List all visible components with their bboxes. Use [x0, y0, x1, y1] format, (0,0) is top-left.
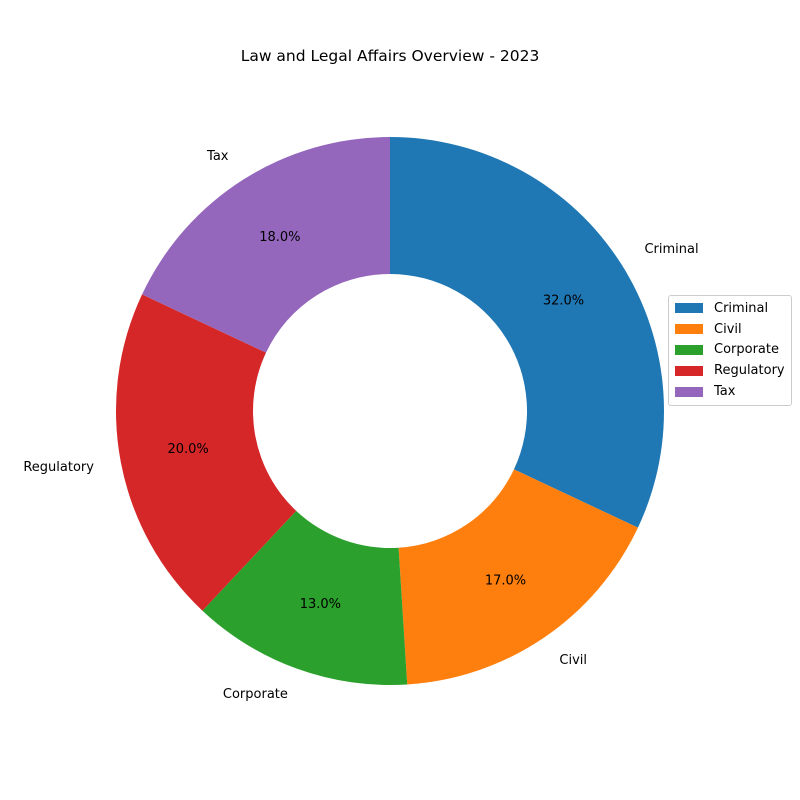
legend-swatch-regulatory [675, 365, 703, 376]
percent-label-regulatory: 20.0% [167, 442, 208, 457]
slice-regulatory [116, 294, 297, 611]
category-label-corporate: Corporate [223, 687, 288, 702]
legend-item-corporate: Corporate [675, 340, 787, 361]
percent-label-criminal: 32.0% [543, 293, 584, 308]
legend-label-tax: Tax [714, 384, 736, 400]
legend-swatch-corporate [675, 344, 703, 355]
category-labels-group: Criminal Civil Corporate Regulatory Tax [23, 149, 698, 702]
category-label-civil: Civil [559, 653, 587, 668]
category-label-tax: Tax [206, 149, 229, 164]
legend-label-criminal: Criminal [714, 300, 769, 316]
legend-item-civil: Civil [675, 319, 787, 340]
legend-item-criminal: Criminal [675, 298, 787, 319]
legend: Criminal Civil Corporate Regulatory Tax [668, 295, 792, 406]
chart-title: Law and Legal Affairs Overview - 2023 [241, 47, 540, 65]
legend-swatch-civil [675, 324, 703, 335]
slice-corporate [202, 510, 408, 685]
category-label-regulatory: Regulatory [23, 460, 94, 475]
slice-criminal [390, 137, 664, 528]
category-label-criminal: Criminal [644, 242, 698, 257]
legend-label-regulatory: Regulatory [714, 363, 785, 379]
legend-label-corporate: Corporate [714, 342, 779, 358]
slice-tax [142, 137, 390, 353]
legend-item-regulatory: Regulatory [675, 360, 787, 381]
legend-item-tax: Tax [675, 381, 787, 402]
percent-label-civil: 17.0% [485, 573, 526, 588]
legend-items: Criminal Civil Corporate Regulatory Tax [675, 298, 787, 402]
percent-label-corporate: 13.0% [300, 597, 341, 612]
legend-swatch-criminal [675, 303, 703, 314]
legend-swatch-tax [675, 386, 703, 397]
legend-label-civil: Civil [714, 321, 742, 337]
slices-group [116, 137, 664, 685]
percent-label-tax: 18.0% [259, 230, 300, 245]
percent-labels-group: 32.0% 17.0% 13.0% 20.0% 18.0% [167, 230, 584, 612]
slice-civil [398, 469, 638, 685]
